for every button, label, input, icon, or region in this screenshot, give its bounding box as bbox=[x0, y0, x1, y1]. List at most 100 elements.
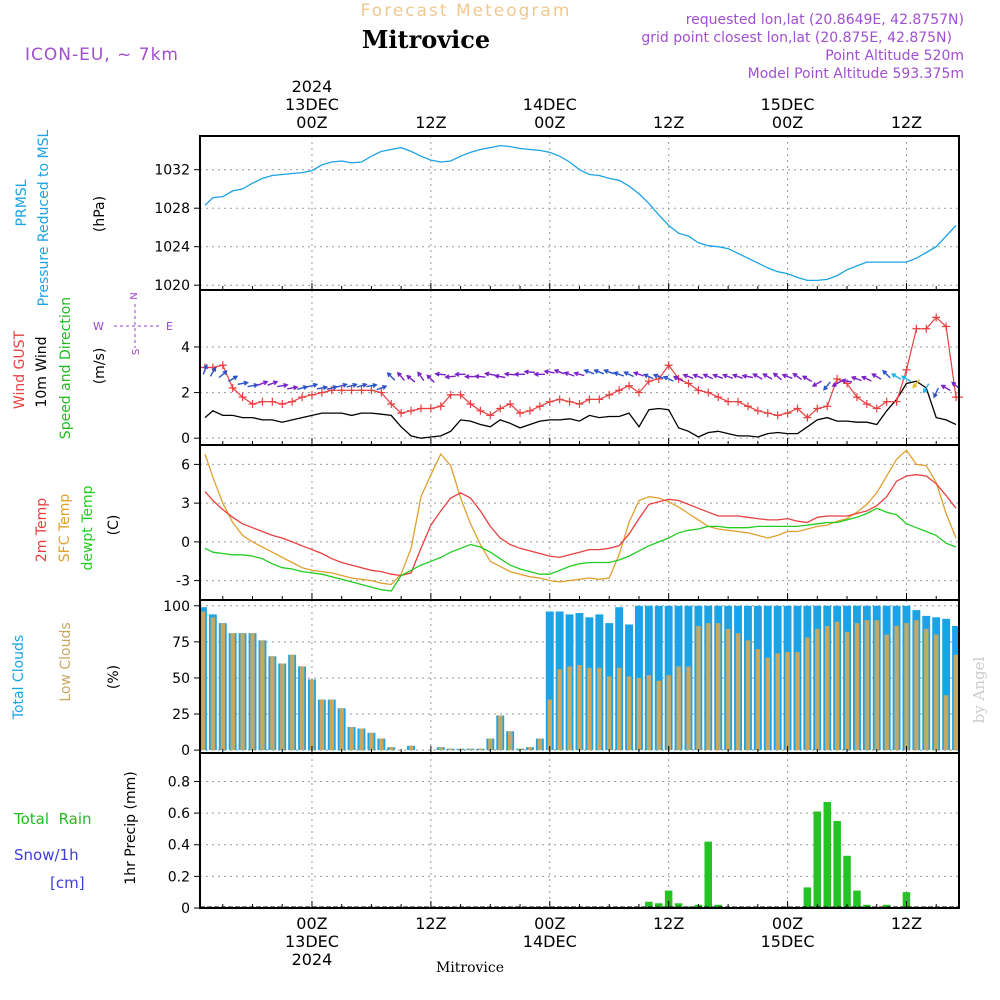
low-clouds-bar-29 bbox=[488, 738, 493, 751]
wind-direction-arrow-40 bbox=[593, 369, 605, 375]
low-clouds-bar-31 bbox=[508, 731, 513, 751]
low-clouds-bar-33 bbox=[527, 747, 533, 751]
wind-direction-arrow-45 bbox=[642, 373, 654, 380]
clouds-ytick-label-4: 100 bbox=[163, 599, 190, 615]
rain-bar-1 bbox=[655, 903, 663, 908]
low-clouds-bar-48 bbox=[676, 666, 681, 751]
low-clouds-bar-58 bbox=[775, 653, 780, 751]
low-clouds-bar-71 bbox=[904, 623, 909, 751]
wind-direction-arrow-31 bbox=[503, 371, 516, 377]
wind-direction-arrow-50 bbox=[692, 373, 704, 379]
wind-direction-arrow-28 bbox=[473, 373, 486, 379]
wind-gust-marker-39 bbox=[585, 395, 594, 404]
low-clouds-bar-57 bbox=[765, 657, 770, 751]
wind-gust-marker-71 bbox=[902, 365, 911, 374]
wind-gust-marker-52 bbox=[714, 393, 723, 402]
wind-direction-arrow-6 bbox=[257, 380, 269, 386]
wind-gust-marker-36 bbox=[555, 395, 564, 404]
wind-gust-marker-51 bbox=[704, 388, 713, 397]
snow-label: Snow/1h bbox=[14, 846, 79, 864]
pressure-ytick-label-1: 1024 bbox=[154, 240, 190, 256]
wind-gust-marker-16 bbox=[357, 386, 366, 395]
wind-gust-marker-74 bbox=[932, 313, 941, 322]
rain-bar-10 bbox=[823, 802, 831, 908]
wind-ytick-label-2: 4 bbox=[181, 340, 190, 356]
wind-gust-marker-66 bbox=[852, 393, 861, 402]
bottom-axis-label-4-1: 15DEC bbox=[761, 932, 815, 951]
wind-gust-marker-23 bbox=[426, 404, 435, 413]
precip-unit: 1hr Precip (mm) bbox=[123, 771, 139, 884]
wind-gust-marker-43 bbox=[625, 381, 634, 390]
top-axis-label-4-0: 15DEC bbox=[761, 95, 815, 114]
clouds-ytick-label-2: 50 bbox=[172, 671, 190, 687]
wind-gust-marker-20 bbox=[397, 409, 406, 418]
wind-gust-marker-72 bbox=[912, 324, 921, 333]
clouds-unit: (%) bbox=[106, 665, 122, 689]
low-clouds-bar-15 bbox=[349, 727, 354, 751]
wind-direction-arrow-35 bbox=[543, 369, 555, 375]
low-clouds-bar-13 bbox=[329, 699, 334, 751]
total-clouds-bar-46 bbox=[654, 605, 663, 751]
wind-unit: (m/s) bbox=[92, 348, 108, 385]
wind-gust-marker-67 bbox=[862, 399, 871, 408]
wind-direction-arrow-41 bbox=[603, 369, 615, 375]
wind-gust-marker-50 bbox=[694, 386, 703, 395]
wind-direction-arrow-72 bbox=[912, 379, 921, 389]
temp-frame bbox=[199, 444, 960, 601]
footer-location: Mitrovice bbox=[436, 960, 504, 976]
wind-direction-arrow-51 bbox=[702, 373, 714, 380]
compass-rose: N S W E bbox=[93, 292, 173, 355]
low-clouds-bar-38 bbox=[577, 665, 582, 751]
rain-bar-8 bbox=[803, 887, 812, 908]
wind-direction-arrow-5 bbox=[247, 382, 259, 388]
wind-direction-arrow-44 bbox=[632, 371, 644, 377]
wind-direction-arrow-49 bbox=[682, 373, 694, 379]
wind-direction-arrow-29 bbox=[483, 371, 496, 377]
top-axis-label-4-1: 00Z bbox=[772, 113, 803, 132]
wind-gust-marker-38 bbox=[575, 399, 584, 408]
wind-gust-marker-15 bbox=[347, 386, 356, 395]
compass-e: E bbox=[166, 320, 173, 333]
wind-gust-marker-60 bbox=[793, 404, 802, 413]
wind-direction-arrow-2 bbox=[218, 370, 228, 379]
rain-bar-9 bbox=[813, 811, 821, 908]
bottom-axis-label-1-0: 12Z bbox=[415, 914, 446, 933]
total-clouds-bar-75 bbox=[942, 618, 951, 751]
wind-gust-marker-40 bbox=[595, 395, 604, 404]
low-clouds-bar-5 bbox=[250, 633, 255, 751]
precip-ytick-label-1: 0.2 bbox=[168, 869, 190, 885]
wind-gust-marker-4 bbox=[238, 393, 247, 402]
rain-bar-12 bbox=[843, 855, 851, 908]
total-clouds-label: Total Clouds bbox=[11, 635, 27, 720]
low-clouds-bar-42 bbox=[617, 667, 622, 751]
top-axis-label-0-2: 00Z bbox=[296, 113, 327, 132]
wind-direction-arrow-48 bbox=[672, 375, 684, 382]
low-clouds-label: Low Clouds bbox=[58, 622, 74, 701]
wind-direction-arrow-68 bbox=[871, 373, 882, 380]
bottom-axis-label-4-0: 00Z bbox=[772, 914, 803, 933]
wind-gust-marker-22 bbox=[416, 404, 425, 413]
temp-ytick-label-2: 3 bbox=[181, 496, 190, 512]
wind-gust-marker-14 bbox=[337, 386, 346, 395]
low-clouds-bar-27 bbox=[468, 748, 473, 751]
low-clouds-bar-28 bbox=[478, 748, 483, 751]
wind-direction-arrow-70 bbox=[890, 373, 902, 380]
wind-direction-arrow-20 bbox=[396, 371, 405, 381]
wind-direction-arrow-13 bbox=[326, 385, 339, 391]
wind-gust-marker-47 bbox=[664, 361, 673, 370]
wind-gust-marker-19 bbox=[387, 399, 396, 408]
wind-gust-marker-33 bbox=[525, 406, 534, 415]
low-clouds-bar-35 bbox=[547, 699, 552, 751]
wind-direction-arrow-22 bbox=[417, 371, 425, 382]
wind-gust-marker-45 bbox=[644, 377, 653, 386]
wind-direction-arrow-0 bbox=[202, 363, 208, 375]
wind-gust-marker-12 bbox=[317, 388, 326, 397]
wind-direction-arrow-16 bbox=[356, 382, 368, 388]
low-clouds-bar-69 bbox=[884, 634, 889, 751]
low-clouds-bar-55 bbox=[745, 640, 751, 751]
wind-gust-marker-37 bbox=[565, 397, 574, 406]
rain-bar-2 bbox=[664, 890, 673, 908]
low-clouds-bar-12 bbox=[319, 699, 325, 751]
wind-direction-arrow-4 bbox=[237, 380, 249, 386]
